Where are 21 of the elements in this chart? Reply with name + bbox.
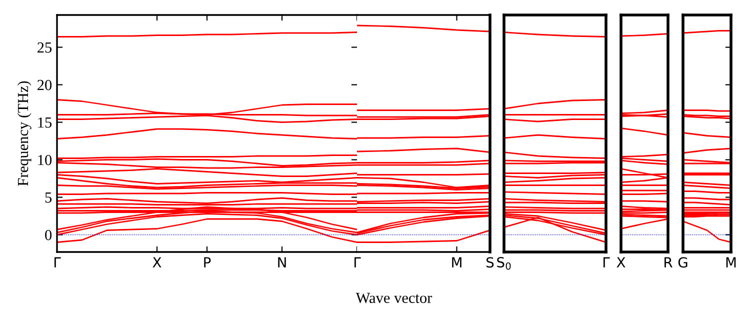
x-tick-label: S (486, 257, 494, 268)
y-tick-label: 5 (45, 192, 52, 203)
x-tick-label: M (452, 257, 462, 268)
x-tick-label: Γ (603, 257, 610, 268)
x-tick-label: G (678, 257, 688, 268)
x-tick-label: P (204, 257, 211, 268)
y-tick-label: 25 (38, 42, 52, 53)
y-axis-title: Frequency (THz) (17, 81, 32, 186)
y-tick-label: 15 (38, 117, 52, 128)
y-tick-label: 20 (38, 80, 52, 90)
x-axis-title: Wave vector (356, 292, 432, 304)
x-tick-label: S$_{0}$ (497, 257, 511, 270)
x-tick-label: Γ (354, 257, 361, 268)
x-tick-label: X (152, 257, 162, 268)
x-tick-label: M (726, 257, 736, 268)
x-tick-label: R (664, 257, 672, 268)
y-tick-label: 10 (38, 154, 52, 166)
x-tick-label: X (616, 257, 626, 268)
y-tick-label: 0 (45, 230, 52, 240)
x-tick-label: N (278, 257, 286, 268)
x-tick-label: Γ (54, 257, 61, 268)
